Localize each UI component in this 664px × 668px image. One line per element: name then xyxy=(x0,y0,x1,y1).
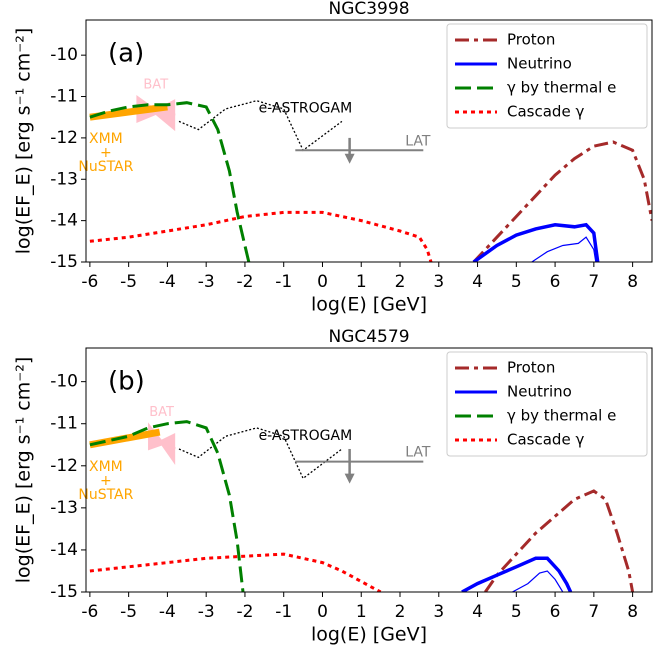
thin-neutrino xyxy=(531,236,597,262)
chart-title: NGC3998 xyxy=(328,0,409,19)
x-tick-label: 5 xyxy=(511,272,522,292)
series-line xyxy=(89,210,433,262)
x-tick-label: 2 xyxy=(395,272,406,292)
x-tick-label: -3 xyxy=(198,272,215,292)
x-tick-label: 2 xyxy=(395,602,406,622)
x-tick-label: 4 xyxy=(472,272,483,292)
x-tick-label: 3 xyxy=(433,272,444,292)
legend-box xyxy=(446,23,648,129)
x-tick-label: 6 xyxy=(550,602,561,622)
series-line xyxy=(472,140,652,262)
y-tick-label: -13 xyxy=(50,498,78,518)
x-tick-label: -4 xyxy=(159,602,176,622)
x-tick-label: 4 xyxy=(472,602,483,622)
x-tick-label: -1 xyxy=(275,602,292,622)
x-tick-label: -6 xyxy=(81,272,98,292)
y-tick-label: -12 xyxy=(50,456,78,476)
y-tick-label: -13 xyxy=(50,169,78,189)
legend-label: Cascade γ xyxy=(507,103,584,121)
panel-label: (a) xyxy=(108,39,144,69)
x-tick-label: 1 xyxy=(356,602,367,622)
legend-label: Neutrino xyxy=(507,383,572,401)
series-line xyxy=(484,489,635,592)
x-tick-label: 8 xyxy=(627,602,638,622)
x-tick-label: -5 xyxy=(120,602,137,622)
y-tick-label: -12 xyxy=(50,128,78,148)
series-line xyxy=(89,552,382,592)
x-tick-label: 1 xyxy=(356,272,367,292)
x-tick-label: -4 xyxy=(159,272,176,292)
x-tick-label: 5 xyxy=(511,602,522,622)
lat-arrowhead xyxy=(344,153,355,164)
legend-label: Neutrino xyxy=(507,55,572,73)
e-astrogam xyxy=(178,427,343,480)
chart-title: NGC4579 xyxy=(328,327,409,347)
series-line xyxy=(89,420,245,592)
y-tick-label: -10 xyxy=(50,372,78,392)
y-tick-label: -14 xyxy=(50,540,78,560)
x-tick-label: -3 xyxy=(198,602,215,622)
legend-label: γ by thermal e xyxy=(507,407,616,425)
legend-label: γ by thermal e xyxy=(507,79,616,97)
xmm-label: XMM xyxy=(89,131,123,147)
x-axis-label: log(E) [GeV] xyxy=(311,624,427,646)
bat-label: BAT xyxy=(143,77,168,92)
axes-frame xyxy=(85,19,653,263)
panel-label: (b) xyxy=(108,367,145,397)
y-tick-label: -14 xyxy=(50,211,78,231)
xmm-band xyxy=(89,103,168,121)
lat-label: LAT xyxy=(405,445,431,461)
xmm-label: NuSTAR xyxy=(78,159,133,175)
x-tick-label: 8 xyxy=(627,272,638,292)
series-line xyxy=(461,556,573,592)
x-tick-label: -6 xyxy=(81,602,98,622)
x-tick-label: 7 xyxy=(588,272,599,292)
y-tick-label: -10 xyxy=(50,45,78,65)
series-line xyxy=(89,101,251,262)
x-tick-label: -1 xyxy=(275,272,292,292)
x-tick-label: 0 xyxy=(317,272,328,292)
x-tick-label: 6 xyxy=(550,272,561,292)
legend-label: Proton xyxy=(507,31,555,49)
xmm-label: + xyxy=(100,473,112,489)
y-axis-label: log(EF_E) [erg s⁻¹ cm⁻²] xyxy=(13,28,35,255)
astrogam-label: e-ASTROGAM xyxy=(259,101,353,117)
x-tick-label: 7 xyxy=(588,602,599,622)
x-tick-label: -2 xyxy=(236,272,253,292)
legend-label: Cascade γ xyxy=(507,431,584,449)
bat-line xyxy=(147,434,176,451)
y-tick-label: -15 xyxy=(50,252,78,272)
lat-arrowhead xyxy=(344,473,355,484)
y-axis-label: log(EF_E) [erg s⁻¹ cm⁻²] xyxy=(13,357,35,584)
legend-box xyxy=(446,351,648,457)
xmm-label: + xyxy=(100,145,112,161)
y-tick-label: -15 xyxy=(50,582,78,602)
x-axis-label: log(E) [GeV] xyxy=(311,294,427,316)
astrogam-label: e-ASTROGAM xyxy=(259,428,353,444)
thin-neutrino xyxy=(512,570,564,592)
plot-area xyxy=(89,94,652,262)
y-tick-label: -11 xyxy=(50,414,78,434)
x-tick-label: 0 xyxy=(317,602,328,622)
xmm-label: XMM xyxy=(89,459,123,475)
y-tick-label: -11 xyxy=(50,87,78,107)
legend-label: Proton xyxy=(507,359,555,377)
x-tick-label: -5 xyxy=(120,272,137,292)
xmm-label: NuSTAR xyxy=(78,487,133,503)
plot-area xyxy=(89,420,635,592)
x-tick-label: -2 xyxy=(236,602,253,622)
lat-label: LAT xyxy=(405,133,431,149)
x-tick-label: 3 xyxy=(433,602,444,622)
series-line xyxy=(472,222,600,262)
axes-frame xyxy=(85,347,653,593)
bat-label: BAT xyxy=(149,405,174,420)
